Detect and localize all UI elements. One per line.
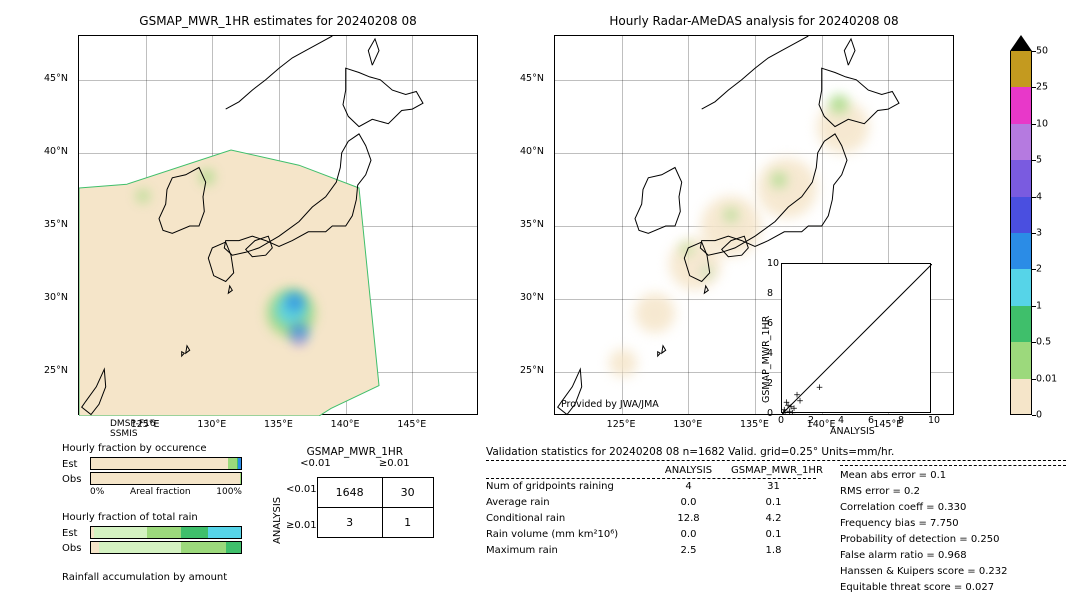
colorbar-arrow-icon [1010, 35, 1032, 51]
colorbar-tick: 0.01 [1036, 373, 1057, 384]
frac-row-label: Obs [62, 474, 86, 485]
lat-tick-label: 40°N [520, 146, 544, 157]
frac-row-label: Est [62, 528, 86, 539]
frac-rain-title: Hourly fraction of total rain [62, 512, 198, 523]
scatter-inset: ++++++++++++ [781, 263, 931, 413]
conf-cell: 1 [382, 507, 433, 537]
colorbar-tick: 0 [1036, 410, 1042, 421]
colorbar-tick: 10 [1036, 118, 1048, 129]
lat-tick-label: 40°N [44, 146, 68, 157]
lon-tick-label: 145°E [873, 419, 902, 430]
lat-tick-label: 25°N [520, 365, 544, 376]
lon-tick-label: 125°E [607, 419, 636, 430]
stats-row-label: Average rain [486, 495, 646, 511]
colorbar-tick: 5 [1036, 155, 1042, 166]
lon-tick-label: 130°E [197, 419, 226, 430]
score-row: Hanssen & Kuipers score = 0.232 [840, 564, 1066, 580]
colorbar-tick: 25 [1036, 82, 1048, 93]
left-map [78, 35, 478, 415]
provider-text: Provided by JWA/JMA [561, 399, 659, 410]
lat-tick-label: 35°N [520, 219, 544, 230]
score-row: Equitable threat score = 0.027 [840, 580, 1066, 596]
colorbar-tick: 0.5 [1036, 337, 1051, 348]
figure-root: GSMAP_MWR_1HR estimates for 20240208 08 … [0, 0, 1080, 612]
conf-cell: 1648 [317, 477, 382, 507]
colorbar-tick: 2 [1036, 264, 1042, 275]
lon-tick-label: 140°E [331, 419, 360, 430]
score-row: RMS error = 0.2 [840, 484, 1066, 500]
lon-tick-label: 125°E [131, 419, 160, 430]
lon-tick-label: 130°E [673, 419, 702, 430]
stats-col-header: GSMAP_MWR_1HR [731, 465, 816, 476]
frac-row-label: Obs [62, 543, 86, 554]
frac-rain-bars: Est Obs [62, 526, 242, 556]
svg-text:+: + [789, 409, 797, 415]
left-map-title: GSMAP_MWR_1HR estimates for 20240208 08 [78, 14, 478, 28]
stats-row-label: Maximum rain [486, 543, 646, 559]
lat-tick-label: 45°N [520, 73, 544, 84]
stats-col-header: ANALYSIS [646, 465, 731, 476]
accum-title: Rainfall accumulation by amount [62, 572, 227, 583]
stats-row-label: Rain volume (mm km²10⁶) [486, 527, 646, 543]
validation-header: Validation statistics for 20240208 08 n=… [486, 446, 1066, 461]
colorbar-tick: 50 [1036, 46, 1048, 57]
frac-occ-title: Hourly fraction by occurence [62, 443, 206, 454]
lon-tick-label: 135°E [264, 419, 293, 430]
right-map-title: Hourly Radar-AMeDAS analysis for 2024020… [554, 14, 954, 28]
scatter-xlabel: ANALYSIS [830, 426, 875, 437]
colorbar-tick: 3 [1036, 228, 1042, 239]
frac-row-label: Est [62, 459, 86, 470]
score-row: False alarm ratio = 0.968 [840, 548, 1066, 564]
lat-tick-label: 35°N [44, 219, 68, 230]
scatter-ylabel: GSMAP_MWR_1HR [761, 316, 772, 403]
colorbar: 00.010.512345102550 [1010, 35, 1032, 415]
colorbar-tick: 4 [1036, 191, 1042, 202]
score-row: Correlation coeff = 0.330 [840, 500, 1066, 516]
svg-text:+: + [793, 391, 801, 401]
colorbar-tick: 1 [1036, 300, 1042, 311]
lon-tick-label: 145°E [397, 419, 426, 430]
lat-tick-label: 45°N [44, 73, 68, 84]
conf-cell: 30 [382, 477, 433, 507]
stats-row-label: Num of gridpoints raining [486, 479, 646, 495]
lat-tick-label: 25°N [44, 365, 68, 376]
stats-row-label: Conditional rain [486, 511, 646, 527]
conf-col-title: GSMAP_MWR_1HR [276, 446, 434, 458]
confusion-matrix: GSMAP_MWR_1HR<0.01≥0.01ANALYSIS<0.01≥0.0… [276, 446, 434, 543]
conf-cell: 3 [317, 507, 382, 537]
lon-tick-label: 135°E [740, 419, 769, 430]
right-map: Provided by JWA/JMA++++++++++++002244668… [554, 35, 954, 415]
svg-text:+: + [816, 383, 824, 393]
score-row: Probability of detection = 0.250 [840, 532, 1066, 548]
score-row: Frequency bias = 7.750 [840, 516, 1066, 532]
lat-tick-label: 30°N [520, 292, 544, 303]
frac-occ-bars: EstObs0%Areal fraction100% [62, 457, 242, 497]
lat-tick-label: 30°N [44, 292, 68, 303]
validation-stats: Validation statistics for 20240208 08 n=… [486, 446, 1066, 596]
score-row: Mean abs error = 0.1 [840, 468, 1066, 484]
lon-tick-label: 140°E [807, 419, 836, 430]
